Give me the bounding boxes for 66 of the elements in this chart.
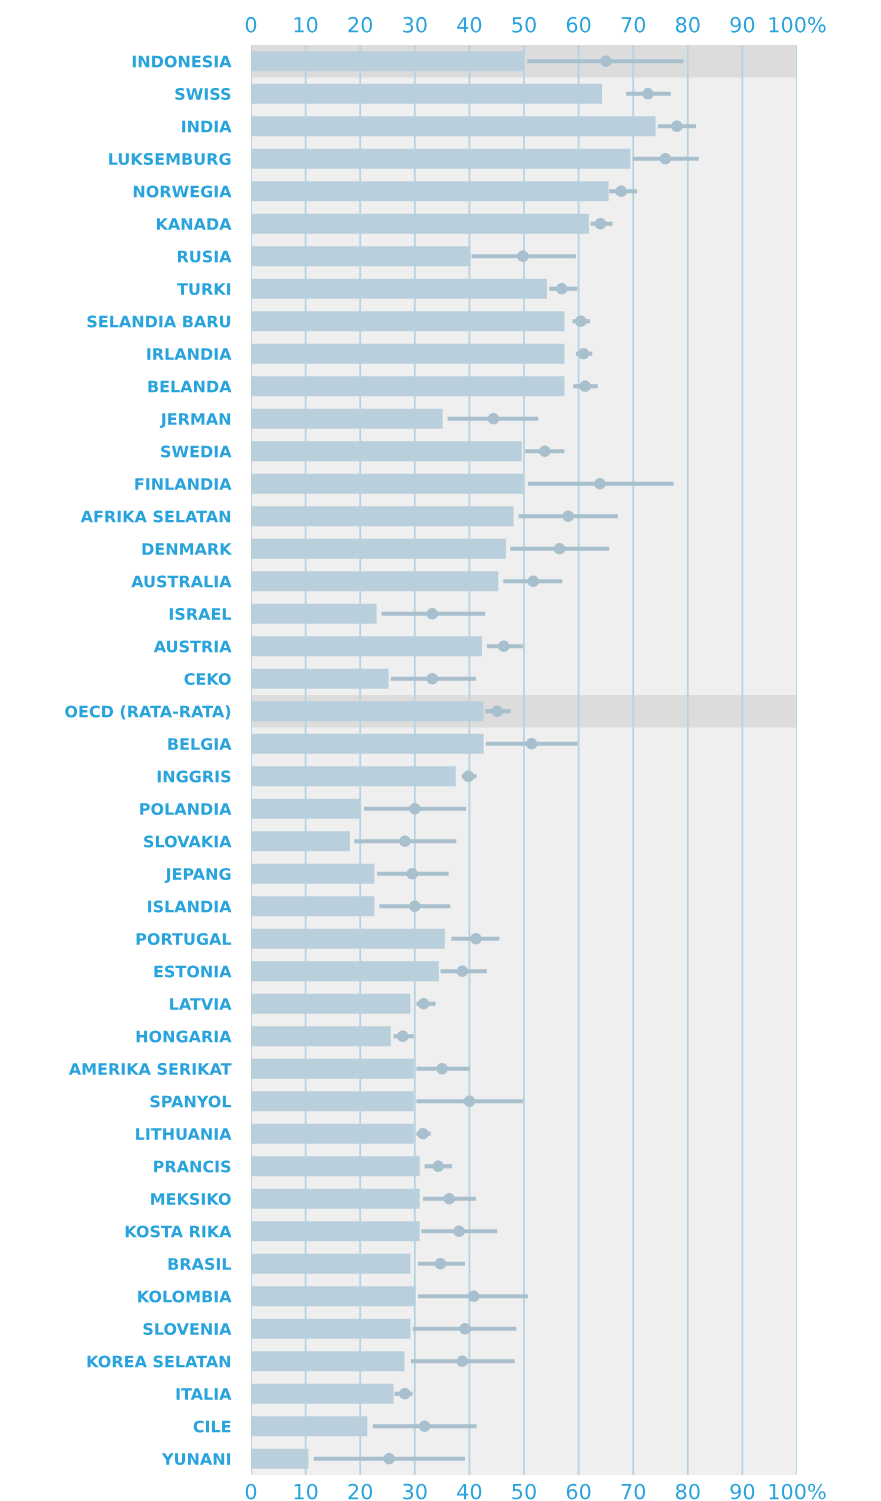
y-tick-label: ISRAEL xyxy=(169,607,232,621)
y-tick-label: BELGIA xyxy=(168,737,232,751)
y-tick-label: MEKSIKO xyxy=(151,1192,231,1206)
x2-tick-label: 10 xyxy=(294,16,318,33)
y-tick-label: INGGRIS xyxy=(157,770,231,783)
y-tick-label: KOLOMBIA xyxy=(138,1290,232,1303)
y-tick-label: JERMAN xyxy=(159,413,231,429)
y-tick-label: AMERIKA SERIKAT xyxy=(68,1062,232,1076)
y-tick-label: HONGARIA xyxy=(136,1030,232,1043)
y-tick-label: SLOVENIA xyxy=(143,1322,232,1336)
y-tick-label: DENMARK xyxy=(142,543,233,555)
y-tick-label: NORWEGIA xyxy=(133,185,232,198)
x2-tick-label: 40 xyxy=(457,16,482,33)
x-tick-label: 30 xyxy=(403,1483,427,1500)
x-tick-label: 20 xyxy=(348,1483,373,1500)
y-tick-label: BRASIL xyxy=(168,1257,232,1271)
y-tick-label: SLOVAKIA xyxy=(144,835,232,848)
x2-tick-label: 30 xyxy=(403,16,427,33)
x2-tick-label: 50 xyxy=(512,16,536,33)
x2-tick-label: 60 xyxy=(566,16,591,33)
y-tick-label: JEPANG xyxy=(164,867,231,884)
y-tick-label: TURKI xyxy=(177,283,231,296)
x-tick-label: 40 xyxy=(457,1483,482,1500)
x-tick-label: 90 xyxy=(730,1483,755,1500)
y-tick-label: ISLANDIA xyxy=(148,900,232,913)
y-tick-label: AUSTRIA xyxy=(153,640,232,653)
y-tick-label: OECD (RATA-RATA) xyxy=(65,705,231,720)
y-tick-label: INDIA xyxy=(182,120,232,133)
x-tick-label: 0 xyxy=(245,1483,257,1500)
x2-tick-label: 70 xyxy=(621,16,646,33)
y-tick-label: LUKSEMBURG xyxy=(109,152,231,166)
y-tick-label: CEKO xyxy=(184,672,231,686)
x-tick-label: 10 xyxy=(294,1483,318,1500)
y-tick-label: KOREA SELATAN xyxy=(87,1355,231,1368)
y-tick-label: PORTUGAL xyxy=(136,932,232,946)
y-tick-label: FINLANDIA xyxy=(135,478,232,490)
x-tick-label: 100% xyxy=(769,1483,826,1500)
x-tick-label: 60 xyxy=(566,1483,591,1500)
y-tick-label: ITALIA xyxy=(176,1388,232,1400)
y-tick-label: BELANDA xyxy=(148,380,232,393)
x2-tick-label: 80 xyxy=(675,16,700,33)
y-tick-label: CILE xyxy=(193,1420,231,1433)
y-tick-label: SWISS xyxy=(175,87,231,101)
y-tick-label: SELANDIA BARU xyxy=(87,315,231,328)
y-tick-label: SWEDIA xyxy=(161,445,232,458)
y-tick-label: ESTONIA xyxy=(154,965,232,978)
y-tick-label: YUNANI xyxy=(161,1453,231,1466)
x-tick-label: 70 xyxy=(621,1483,646,1500)
y-tick-label: IRLANDIA xyxy=(147,348,232,360)
y-tick-label: LATVIA xyxy=(170,998,232,1010)
y-tick-label: RUSIA xyxy=(177,250,232,263)
x-tick-label: 50 xyxy=(512,1483,536,1500)
y-tick-label: AFRIKA SELATAN xyxy=(80,510,231,523)
y-tick-label: LITHUANIA xyxy=(136,1128,232,1141)
x-tick-label: 80 xyxy=(675,1483,700,1500)
y-tick-label: SPANYOL xyxy=(150,1095,232,1108)
y-tick-label: PRANCIS xyxy=(154,1160,231,1173)
y-tick-label: POLANDIA xyxy=(140,802,232,816)
x2-tick-label: 90 xyxy=(730,16,755,33)
x2-tick-label: 0 xyxy=(245,16,257,33)
y-tick-label: INDONESIA xyxy=(132,55,232,68)
x2-tick-label: 100% xyxy=(769,16,826,33)
x2-tick-label: 20 xyxy=(348,16,373,33)
y-tick-label: KOSTA RIKA xyxy=(125,1225,232,1238)
y-tick-label: KANADA xyxy=(156,218,232,230)
y-tick-label: AUSTRALIA xyxy=(131,575,232,588)
